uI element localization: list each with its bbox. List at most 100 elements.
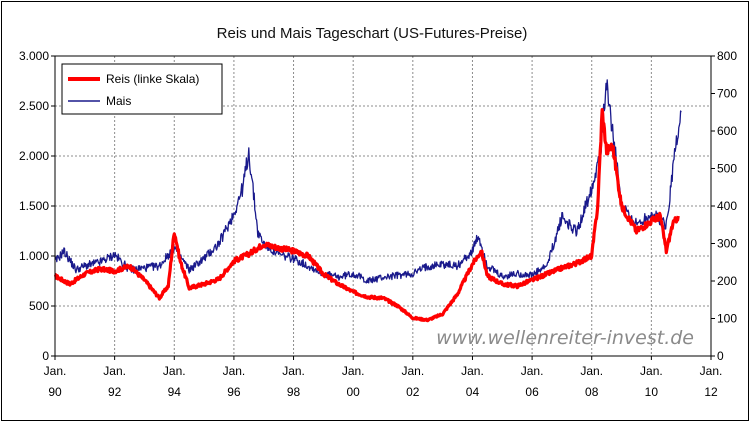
series-point-mais-11 [204, 258, 205, 259]
left-tick-label-1: 500 [29, 299, 49, 313]
series-point-reis-37 [561, 268, 562, 269]
legend-box [61, 63, 223, 115]
series-layer [54, 78, 682, 323]
series-point-reis-35 [532, 280, 533, 281]
x-tick-label-year-10: 10 [645, 385, 659, 399]
left-tick-label-3: 1.500 [19, 199, 49, 213]
series-point-reis-4 [114, 271, 115, 272]
right-tick-label-1: 100 [717, 312, 737, 326]
series-point-mais-38 [561, 217, 562, 218]
right-tick-label-4: 400 [717, 199, 737, 213]
x-tick-label-year-5: 00 [347, 385, 361, 399]
series-point-mais-33 [487, 266, 488, 267]
series-point-reis-15 [248, 254, 249, 255]
left-tick-label-4: 2.000 [19, 149, 49, 163]
series-point-reis-21 [338, 284, 339, 285]
series-point-reis-19 [308, 256, 309, 257]
series-point-reis-5 [129, 266, 130, 267]
series-point-reis-47 [660, 216, 661, 217]
series-point-reis-42 [606, 151, 607, 152]
series-point-reis-43 [612, 146, 613, 147]
x-tick-label-month-1: Jan. [103, 364, 126, 378]
x-tick-label-month-2: Jan. [163, 364, 186, 378]
series-point-reis-23 [368, 297, 369, 298]
series-point-reis-1 [69, 284, 70, 285]
x-tick-label-month-3: Jan. [223, 364, 246, 378]
series-point-mais-42 [606, 78, 607, 79]
series-point-reis-29 [457, 294, 458, 295]
series-point-reis-6 [144, 280, 145, 281]
series-point-reis-14 [233, 261, 234, 262]
series-point-reis-20 [323, 274, 324, 275]
series-point-reis-10 [180, 261, 181, 262]
series-point-reis-41 [602, 111, 603, 112]
x-tick-label-year-3: 96 [227, 385, 241, 399]
left-tick-label-2: 1.000 [19, 249, 49, 263]
series-point-reis-11 [189, 288, 190, 289]
x-tick-label-month-7: Jan. [461, 364, 484, 378]
series-point-reis-12 [204, 284, 205, 285]
series-line-mais [54, 79, 682, 284]
legend-label-reis: Reis (linke Skala) [106, 72, 199, 86]
series-point-reis-28 [442, 314, 443, 315]
series-point-mais-18 [278, 254, 279, 255]
series-point-mais-14 [242, 187, 243, 188]
series-point-mais-3 [84, 266, 85, 267]
series-point-reis-25 [397, 306, 398, 307]
series-point-mais-36 [532, 275, 533, 276]
right-tick-label-3: 300 [717, 237, 737, 251]
series-point-mais-5 [114, 254, 115, 255]
left-tick-label-0: 0 [42, 349, 49, 363]
x-tick-label-month-6: Jan. [401, 364, 424, 378]
series-point-reis-48 [666, 251, 667, 252]
x-axis: Jan. 90 Jan. 92 Jan. 94 Jan. 96 Jan. 98 Jan. 00 Jan.… [44, 356, 723, 399]
series-point-mais-24 [368, 281, 369, 282]
series-point-mais-15 [248, 151, 249, 152]
series-point-mais-7 [144, 267, 145, 268]
series-point-mais-29 [442, 264, 443, 265]
right-tick-label-8: 800 [717, 49, 737, 63]
legend: Reis (linke Skala) Mais [61, 63, 223, 115]
series-point-mais-13 [233, 213, 234, 214]
x-tick-label-year-7: 04 [466, 385, 480, 399]
chart-title: Reis und Mais Tageschart (US-Futures-Pre… [217, 25, 528, 42]
series-point-mais-22 [338, 277, 339, 278]
right-tick-label-5: 500 [717, 162, 737, 176]
x-tick-label-year-6: 02 [406, 385, 420, 399]
series-point-mais-2 [75, 269, 76, 270]
left-tick-label-5: 2.500 [19, 99, 49, 113]
series-point-reis-46 [651, 221, 652, 222]
series-point-mais-49 [681, 112, 682, 113]
right-tick-label-2: 200 [717, 274, 737, 288]
series-point-mais-20 [308, 266, 309, 267]
series-point-reis-27 [427, 320, 428, 321]
series-point-mais-31 [472, 251, 473, 252]
right-tick-label-7: 700 [717, 87, 737, 101]
series-point-mais-40 [591, 187, 592, 188]
x-tick-label-month-11: Jan. [700, 364, 723, 378]
series-point-mais-12 [219, 243, 220, 244]
series-point-reis-13 [219, 279, 220, 280]
series-point-reis-30 [472, 264, 473, 265]
series-point-mais-47 [666, 224, 667, 225]
series-point-mais-10 [189, 269, 190, 270]
series-point-mais-26 [397, 275, 398, 276]
series-point-reis-50 [678, 216, 679, 217]
x-tick-label-month-8: Jan. [521, 364, 544, 378]
series-point-mais-25 [383, 277, 384, 278]
x-tick-label-year-11: 12 [704, 385, 718, 399]
series-point-reis-18 [293, 251, 294, 252]
series-point-reis-49 [672, 226, 673, 227]
legend-label-mais: Mais [106, 94, 131, 108]
series-point-mais-32 [478, 236, 479, 237]
series-point-reis-16 [263, 244, 264, 245]
x-tick-label-year-9: 08 [585, 385, 599, 399]
series-point-mais-30 [457, 266, 458, 267]
right-axis: 0 100 200 300 400 500 600 700 800 [711, 49, 737, 363]
series-point-mais-28 [427, 266, 428, 267]
right-tick-label-6: 600 [717, 124, 737, 138]
series-point-mais-23 [353, 273, 354, 274]
series-point-mais-48 [675, 149, 676, 150]
series-point-mais-43 [612, 131, 613, 132]
